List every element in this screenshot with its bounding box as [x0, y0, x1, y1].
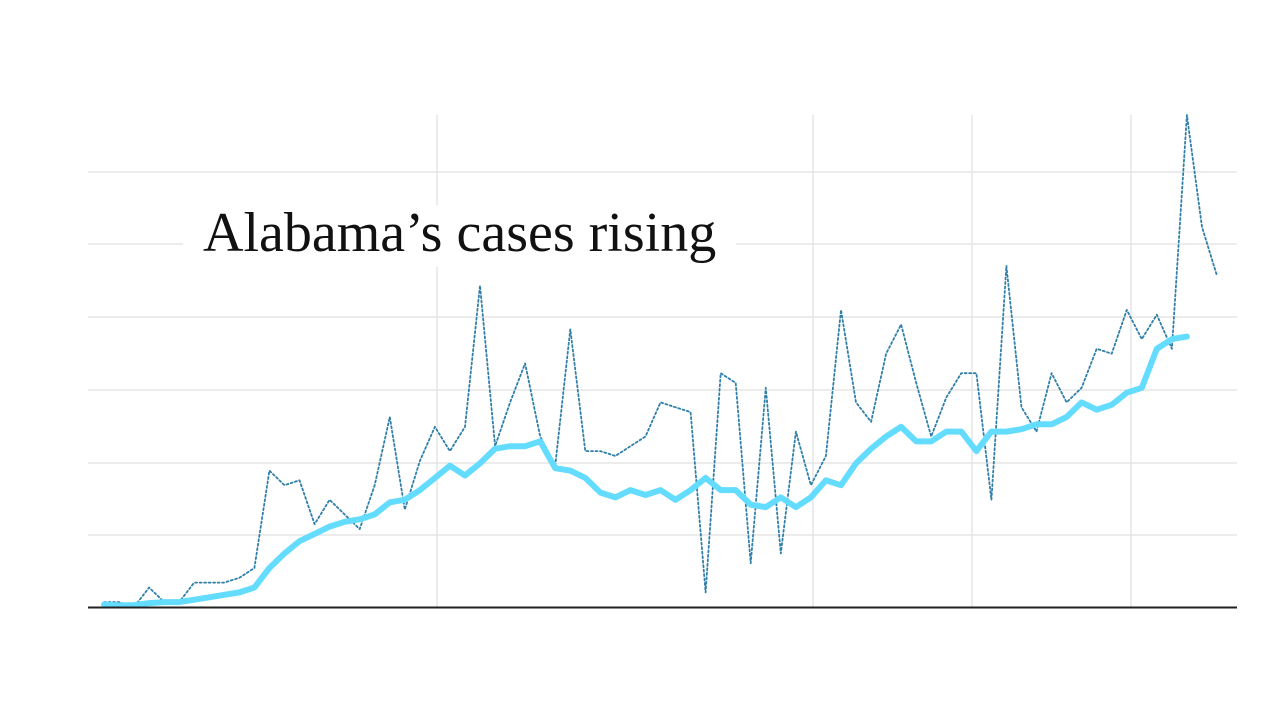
title-box: Alabama’s cases rising	[183, 202, 737, 267]
chart-title: Alabama’s cases rising	[203, 202, 717, 264]
series-line-average	[101, 333, 1190, 609]
grid-lines	[88, 115, 1237, 607]
series-line-daily	[103, 114, 1218, 608]
series-lines	[101, 114, 1218, 609]
